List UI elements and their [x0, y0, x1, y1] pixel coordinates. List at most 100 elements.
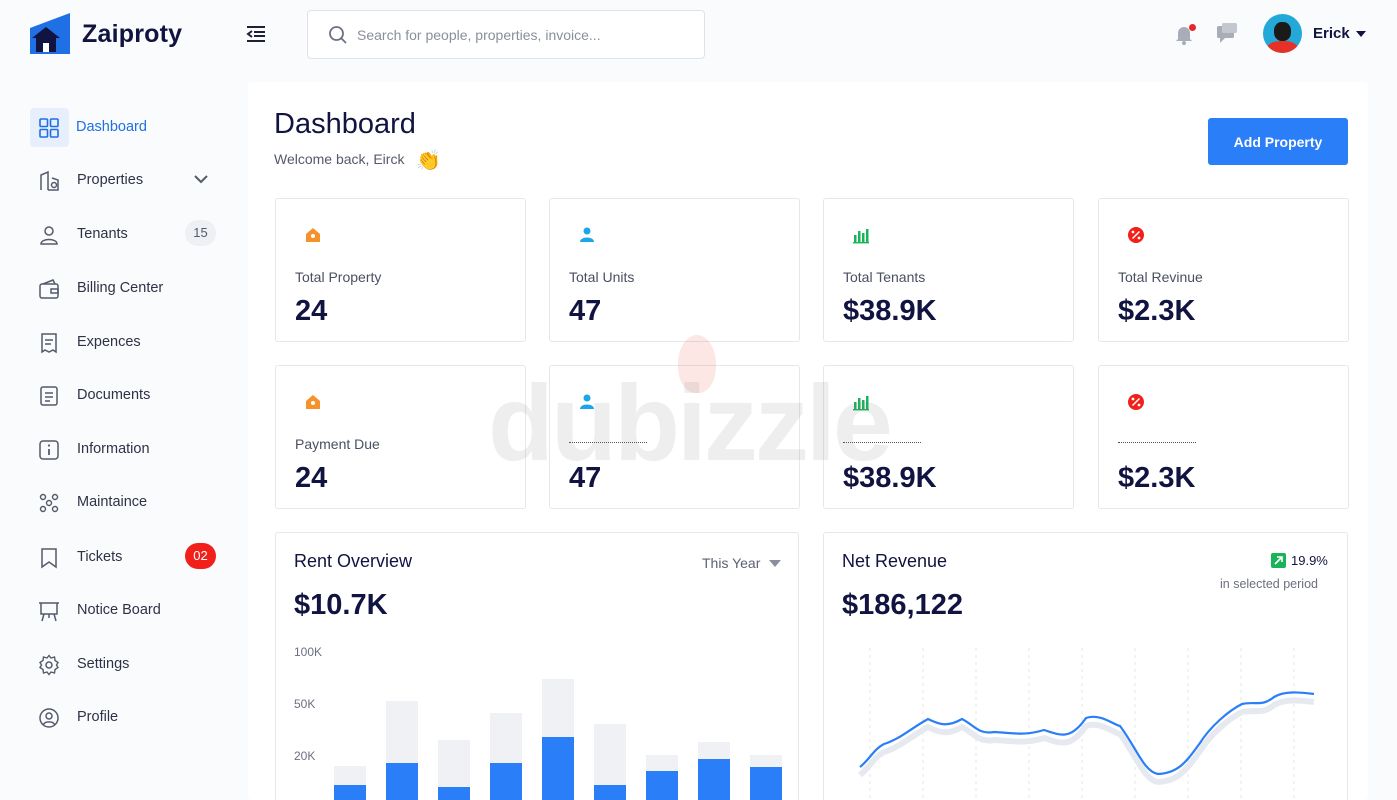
stat-label: Payment Due: [295, 436, 380, 452]
stat-card-revinue-2[interactable]: $2.3K: [1098, 365, 1349, 509]
period-select[interactable]: This Year: [702, 555, 761, 571]
stat-card-total-tenants[interactable]: Total Tenants $38.9K: [823, 198, 1074, 342]
chevron-down-icon[interactable]: [193, 172, 209, 186]
stat-value: 47: [569, 295, 602, 327]
trend-up-icon: [1271, 553, 1286, 568]
stat-label: Total Revinue: [1118, 269, 1203, 285]
stat-card-total-units[interactable]: Total Units 47: [549, 198, 800, 342]
info-icon: [39, 440, 59, 460]
search-input[interactable]: [357, 23, 687, 47]
stat-value: $38.9K: [843, 462, 937, 494]
revenue-line: [859, 691, 1315, 776]
sidebar-item-properties[interactable]: Properties: [30, 160, 220, 200]
tickets-count-badge: 02: [185, 543, 216, 569]
sidebar-item-label: Settings: [77, 656, 130, 672]
person-icon: [580, 227, 594, 242]
sidebar-item-billing-center[interactable]: Billing Center: [30, 268, 220, 308]
stat-value: 47: [569, 462, 602, 494]
panel-value: $186,122: [842, 589, 963, 621]
receipt-icon: [41, 333, 57, 354]
sidebar-item-label: Tenants: [77, 226, 128, 242]
home-icon: [306, 228, 320, 242]
brand-logo-icon[interactable]: [30, 13, 70, 54]
growth-indicator: 19.9%: [1271, 552, 1329, 570]
stat-value: $2.3K: [1118, 462, 1196, 494]
stat-card-tenants-2[interactable]: $38.9K: [823, 365, 1074, 509]
welcome-message: Welcome back, Eirck: [274, 151, 405, 167]
panel-value: $10.7K: [294, 589, 388, 621]
sidebar-item-label: Expences: [77, 334, 141, 350]
stat-card-total-revinue[interactable]: Total Revinue $2.3K: [1098, 198, 1349, 342]
stat-label: Total Units: [569, 269, 635, 285]
sidebar-item-documents[interactable]: Documents: [30, 375, 220, 415]
sidebar-item-label: Billing Center: [77, 280, 164, 296]
sidebar-item-label: Maintaince: [77, 494, 148, 510]
brand-name[interactable]: Zaiproty: [82, 20, 183, 48]
caret-down-icon[interactable]: [769, 560, 781, 567]
sidebar-item-settings[interactable]: Settings: [30, 644, 220, 684]
user-avatar[interactable]: [1263, 14, 1302, 53]
settings-icon: [39, 654, 59, 676]
y-tick-label: 50K: [294, 697, 315, 711]
bar: [698, 759, 730, 800]
rent-bar-chart: 100K 50K 20K: [294, 645, 782, 800]
menu-collapse-icon[interactable]: [244, 22, 270, 46]
sidebar: Dashboard Properties Tenants 15 Billing …: [0, 86, 240, 800]
sidebar-item-maintaince[interactable]: Maintaince: [30, 482, 220, 522]
sidebar-item-label: Information: [77, 441, 150, 457]
bar: [594, 785, 626, 800]
sidebar-item-tenants[interactable]: Tenants 15: [30, 214, 220, 254]
growth-value: 19.9%: [1291, 553, 1328, 568]
bar: [646, 771, 678, 800]
user-name[interactable]: Erick: [1313, 25, 1350, 42]
top-bar: Zaiproty Erick: [0, 0, 1397, 72]
notice-board-icon: [39, 602, 59, 622]
home-icon: [306, 395, 320, 409]
profile-icon: [39, 708, 59, 728]
stat-value: 24: [295, 295, 328, 327]
bar: [490, 763, 522, 800]
sidebar-item-notice-board[interactable]: Notice Board: [30, 590, 220, 630]
stat-value: 24: [295, 462, 328, 494]
sidebar-item-dashboard[interactable]: Dashboard: [30, 107, 220, 147]
sidebar-item-label: Notice Board: [77, 602, 161, 618]
clapping-hands-icon: 👏: [416, 150, 441, 172]
sidebar-item-tickets[interactable]: Tickets 02: [30, 537, 220, 577]
label-placeholder: [1118, 442, 1196, 443]
people-group-icon: [39, 493, 59, 513]
bar: [438, 787, 470, 800]
label-placeholder: [843, 442, 921, 443]
stat-card-units-2[interactable]: 47: [549, 365, 800, 509]
sidebar-item-information[interactable]: Information: [30, 429, 220, 469]
sidebar-item-expences[interactable]: Expences: [30, 322, 220, 362]
grid-icon: [39, 118, 59, 138]
panel-title: Net Revenue: [842, 551, 948, 571]
user-menu-caret-icon[interactable]: [1356, 31, 1366, 37]
sidebar-item-label: Properties: [77, 172, 144, 188]
document-icon: [40, 386, 58, 406]
notification-dot: [1189, 24, 1196, 31]
user-icon: [40, 226, 58, 245]
sidebar-item-label: Tickets: [77, 549, 123, 565]
sidebar-item-label: Dashboard: [76, 119, 147, 135]
label-placeholder: [569, 442, 647, 443]
messages-icon[interactable]: [1215, 23, 1239, 50]
bar: [334, 785, 366, 800]
percent-icon: [1128, 227, 1144, 243]
tenants-count-badge: 15: [185, 220, 216, 246]
y-tick-label: 20K: [294, 749, 315, 763]
building-icon: [40, 170, 59, 191]
sidebar-item-profile[interactable]: Profile: [30, 697, 220, 737]
person-icon: [580, 394, 594, 409]
wallet-icon: [39, 279, 59, 299]
bar: [386, 763, 418, 800]
add-property-button[interactable]: Add Property: [1208, 118, 1348, 165]
notification-bell-icon[interactable]: [1172, 22, 1196, 51]
stat-label: Total Property: [295, 269, 382, 285]
percent-icon: [1128, 394, 1144, 410]
stat-card-payment-due[interactable]: Payment Due 24: [275, 365, 526, 509]
search-icon: [329, 26, 347, 44]
stat-card-total-property[interactable]: Total Property 24: [275, 198, 526, 342]
panel-title: Rent Overview: [294, 551, 413, 571]
net-revenue-panel: Net Revenue $186,122 19.9% in selected p…: [823, 532, 1348, 800]
